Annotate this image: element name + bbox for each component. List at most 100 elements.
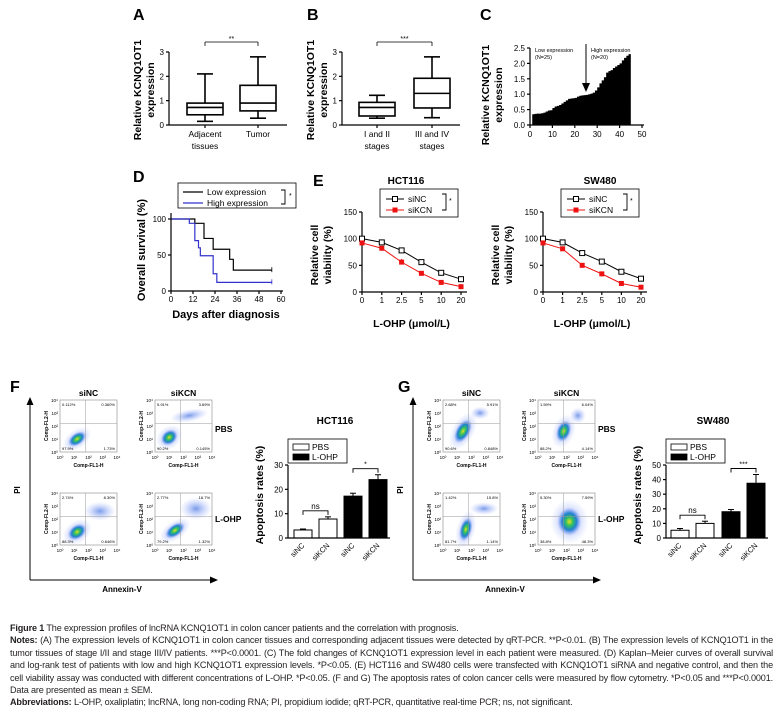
legend-label: PBS <box>312 442 329 452</box>
x-tick-label: stages <box>419 141 444 151</box>
y-axis-label: expression <box>145 62 157 117</box>
data-point <box>579 262 585 268</box>
legend-marker <box>573 196 579 202</box>
quadrant-lr: 0.848% <box>484 446 498 451</box>
plot-y-label: Comp-FL2-H <box>139 411 145 441</box>
chart-title: SW480 <box>697 416 730 427</box>
y-tick-label: 50 <box>529 261 538 270</box>
x-tick-label: 10² <box>85 548 92 553</box>
y-tick-label: 10⁴ <box>51 398 58 403</box>
quadrant-ur: 0.360% <box>101 402 115 407</box>
event-density <box>165 522 185 539</box>
x-tick-label: 10⁰ <box>440 455 447 460</box>
y-tick-label: 0 <box>160 121 165 130</box>
x-tick-label: Adjacent <box>188 129 222 139</box>
y-tick-label: 10² <box>51 517 58 522</box>
x-tick-label: III and IV <box>415 129 449 139</box>
x-tick-label: 10⁴ <box>497 455 504 460</box>
event-density <box>68 431 86 447</box>
annotation-low: (N=25) <box>535 55 552 61</box>
pi-label: PI <box>13 486 22 494</box>
bar-siNC <box>670 529 690 539</box>
x-tick-label: 10² <box>468 455 475 460</box>
x-tick-label: 10³ <box>194 455 201 460</box>
bar-siKCN <box>318 518 338 539</box>
x-axis-label: L-OHP (μmol/L) <box>373 318 450 330</box>
x-tick-label: 10 <box>617 296 626 305</box>
y-tick-label: 0 <box>162 287 167 296</box>
legend-swatch <box>670 443 688 451</box>
y-tick-label: 10⁴ <box>529 398 536 403</box>
x-tick-label: 10⁴ <box>209 455 216 460</box>
y-tick-label: 20 <box>274 485 283 494</box>
y-axis-label: viability (%) <box>322 226 334 284</box>
significance-bracket <box>679 514 706 520</box>
x-tick-label: 10¹ <box>166 455 173 460</box>
y-axis-label: expression <box>318 62 330 117</box>
x-tick-label: 10 <box>548 130 557 139</box>
x-tick-label: stages <box>364 141 389 151</box>
y-tick-label: 10⁴ <box>529 491 536 496</box>
significance-bracket <box>730 468 757 473</box>
x-tick-label: 10³ <box>482 548 489 553</box>
y-axis-label: Apoptosis rates (%) <box>632 446 644 545</box>
x-tick-label: 30 <box>593 130 602 139</box>
y-tick-label: 10³ <box>434 411 441 416</box>
survival-curve-1 <box>171 218 272 283</box>
x-tick-label: 5 <box>600 296 605 305</box>
data-point <box>638 284 644 290</box>
x-tick-label: 10 <box>437 296 446 305</box>
quadrant-lr: 1.73% <box>104 446 116 451</box>
quadrant-ur: 15.8% <box>487 495 499 500</box>
legend-label: siKCN <box>589 205 613 215</box>
quadrant-ll: 88.2% <box>540 446 552 451</box>
y-tick-label: 10⁰ <box>529 450 536 455</box>
significance-label: ns <box>311 502 319 511</box>
x-tick-label: 10² <box>563 548 570 553</box>
plot-y-label: Comp-FL2-H <box>522 411 528 441</box>
chart-title: HCT116 <box>317 416 354 427</box>
x-tick-label: 10² <box>180 548 187 553</box>
legend-marker <box>392 196 398 202</box>
event-haze <box>170 408 209 423</box>
legend-label: High expression <box>207 198 268 208</box>
x-tick-label: 10⁴ <box>114 548 121 553</box>
y-tick-label: 10² <box>434 424 441 429</box>
y-tick-label: 10¹ <box>434 530 441 535</box>
series-line-siNC <box>542 238 642 280</box>
x-tick-label: 10² <box>85 455 92 460</box>
caption-title: The expression profiles of lncRNA KCNQ1O… <box>46 623 459 633</box>
quadrant-ll: 97.9% <box>62 446 74 451</box>
y-tick-label: 2.5 <box>514 44 526 53</box>
x-tick-label: 5 <box>419 296 424 305</box>
y-tick-label: 10¹ <box>529 530 536 535</box>
x-tick-label: 0 <box>360 296 365 305</box>
plot-y-label: Comp-FL2-H <box>427 504 433 534</box>
quadrant-lr: 0.145% <box>196 446 210 451</box>
plot-y-label: Comp-FL2-H <box>427 411 433 441</box>
y-axis-label: Relative KCNQ1OT1 <box>480 45 492 146</box>
x-tick-label: siNC <box>339 541 357 559</box>
bar-siKCN <box>695 522 715 539</box>
y-tick-label: 30 <box>652 490 661 499</box>
x-tick-label: 10² <box>563 455 570 460</box>
legend-label: L-OHP <box>690 452 716 462</box>
x-tick-label: 10⁰ <box>57 455 64 460</box>
quadrant-ul: 2.68% <box>445 402 457 407</box>
panel-label-G: G <box>398 379 410 396</box>
x-tick-label: 12 <box>189 295 198 304</box>
y-axis-label: expression <box>493 67 505 122</box>
event-density <box>557 507 582 536</box>
y-tick-label: 1.0 <box>514 90 526 99</box>
significance-label: * <box>630 198 633 205</box>
y-tick-label: 2.0 <box>514 59 526 68</box>
y-axis-label: viability (%) <box>503 226 515 284</box>
data-point <box>378 239 385 246</box>
plot-x-label: Comp-FL1-H <box>457 556 487 562</box>
